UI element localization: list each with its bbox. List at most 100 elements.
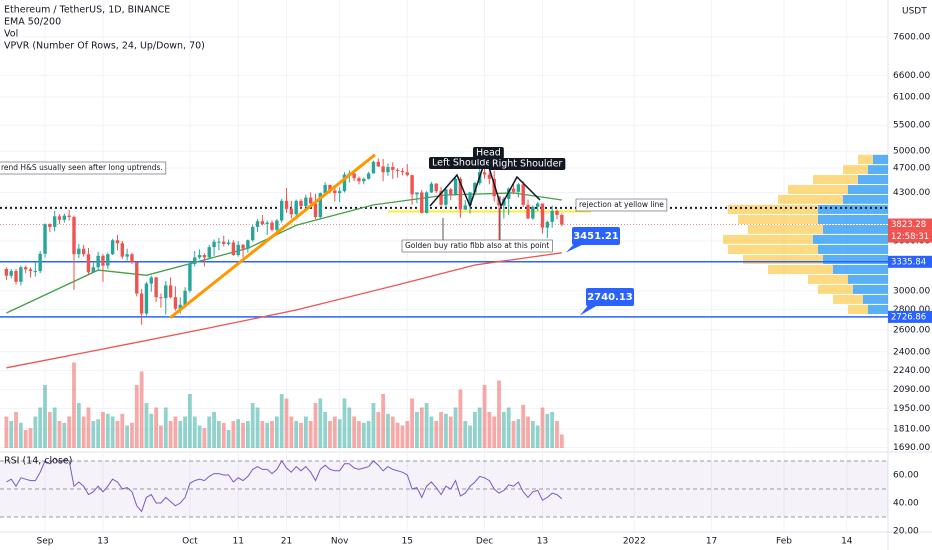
volume-bar [265, 422, 270, 448]
candle-body [144, 283, 149, 314]
candle-body [511, 188, 516, 192]
volume-bar [521, 404, 526, 448]
candle-body [4, 268, 9, 276]
vpvr-down [843, 165, 868, 175]
title: Ethereum / TetherUS, 1D, BINANCE [4, 5, 170, 16]
volume-bar [487, 412, 492, 448]
countdown-label: 12:58:31 [891, 232, 929, 242]
candle-body [535, 203, 540, 207]
volume-bar [463, 421, 468, 448]
volume-bar [371, 403, 376, 448]
volume-bar [390, 416, 395, 448]
volume-bar [207, 416, 212, 448]
y-tick-label: 2090.00 [893, 385, 930, 395]
candle-body [342, 174, 347, 192]
y-tick-label: 1810.00 [893, 424, 930, 434]
annotation-box [0, 161, 167, 175]
x-tick-label: 2022 [623, 537, 646, 547]
x-tick-label: 17 [706, 537, 717, 547]
candle-body [43, 224, 47, 254]
candle-body [96, 255, 100, 268]
vpvr-up [818, 214, 888, 224]
volume-bar [530, 421, 535, 448]
candle-body [212, 241, 216, 248]
vpvr-up [863, 294, 888, 304]
volume-bar [545, 413, 550, 448]
candle-body [188, 263, 192, 291]
vpvr-down [858, 154, 873, 165]
candle-body [333, 190, 337, 194]
rsi-line [6, 457, 563, 513]
volume-bar [318, 398, 323, 448]
candle-body [77, 248, 81, 255]
volume-bar [260, 421, 265, 448]
candle-body [173, 297, 178, 309]
candle-body [337, 191, 342, 194]
volume-bar [410, 398, 414, 448]
candle-body [400, 171, 405, 173]
annotation-box [575, 198, 668, 212]
x-tick-label: 11 [232, 537, 243, 547]
vpvr-down [778, 194, 843, 204]
y-tick-label: 7600.00 [893, 32, 930, 42]
annotation-text: Right Shoulder [492, 159, 562, 170]
x-tick-label: Dec [476, 537, 493, 547]
vpvr-up [818, 204, 888, 214]
volume-bar [453, 407, 458, 448]
candle-body [328, 184, 332, 191]
volume-bar [352, 416, 357, 448]
candle-body [449, 189, 453, 195]
volume-bar [361, 422, 366, 448]
volume-bar [18, 422, 23, 448]
callout-box [586, 288, 634, 306]
volume-bar [313, 403, 318, 448]
volume-bar [72, 362, 76, 448]
candle-body [178, 304, 182, 309]
candle-body [9, 271, 13, 276]
candle-body [23, 267, 28, 270]
annotation-box [429, 157, 499, 169]
candle-body [52, 216, 57, 227]
volume-bar [376, 412, 381, 448]
candle-body [222, 241, 226, 245]
candle-body [352, 173, 356, 179]
rsi-tick-label: 20.00 [893, 527, 919, 537]
candle-body [516, 184, 521, 192]
candle-body [125, 254, 129, 257]
candle-body [468, 192, 472, 206]
volume-bar [328, 421, 332, 448]
volume-bar [168, 421, 173, 448]
callout-label: 2740.13 [587, 292, 633, 303]
annotation-text: rejection at yellow line [579, 200, 664, 209]
candle-body [318, 193, 323, 218]
volume-bar [516, 419, 521, 448]
candle-body [458, 178, 463, 210]
volume-bar [279, 394, 284, 448]
volume-bar [101, 412, 105, 448]
candle-body [91, 267, 96, 273]
volume-bar [231, 421, 236, 448]
candle-body [555, 210, 559, 215]
candle-body [197, 255, 202, 258]
vpvr-up [853, 284, 888, 294]
candle-body [251, 226, 255, 241]
volume-bar [139, 371, 144, 448]
volume-bar [540, 407, 545, 448]
ema-line [6, 252, 562, 369]
volume-bar [188, 394, 192, 448]
volume-bar [255, 407, 260, 448]
volume-bar [245, 421, 250, 448]
volume-bar [183, 416, 187, 448]
volume-bar [173, 416, 178, 448]
y-tick-label: 2400.00 [893, 347, 930, 357]
volume-bar [134, 385, 139, 448]
candle-body [154, 277, 158, 298]
candle-body [265, 222, 269, 225]
candle-body [101, 255, 105, 266]
candle-body [28, 269, 33, 272]
volume-bar [289, 416, 294, 448]
y-tick-label: 5500.00 [893, 121, 930, 131]
volume-bar [28, 428, 33, 448]
x-tick-label: Oct [182, 537, 198, 547]
annotation-text: Left Shoulder [432, 158, 495, 169]
